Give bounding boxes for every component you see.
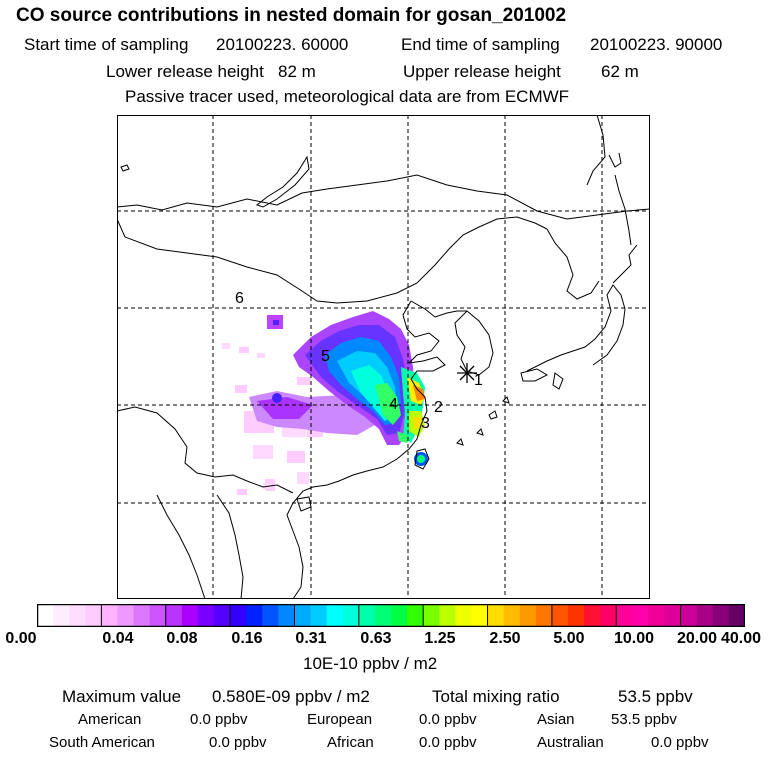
region-name: South American [49,734,155,751]
asterisk-icon [457,363,477,383]
region-value: 0.0 ppbv [419,734,477,751]
colorbar-cell [37,604,54,627]
region-name: European [307,711,373,728]
colorbar-tick: 20.00 [676,630,718,647]
coastlines [117,115,650,599]
colorbar-cell [149,604,167,627]
colorbar-tick: 2.50 [489,630,521,647]
colorbar-cell [551,604,569,627]
colorbar-cell [712,604,730,627]
start-time-label: Start time of sampling [24,35,189,54]
colorbar-tick: 0.04 [102,630,134,647]
colorbar-tick: 0.00 [5,630,37,647]
colorbar-cell [664,604,682,627]
colorbar-cell [600,604,617,627]
colorbar-cell [230,604,247,627]
colorbar-cell [358,604,376,627]
colorbar-cell [53,604,70,627]
colorbar-cell [455,604,473,627]
colorbar-cell [165,604,183,627]
colorbar-cell [262,604,279,627]
colorbar-cell [117,604,135,627]
colorbar-cell [728,604,745,627]
colorbar-cell [374,604,392,627]
source-label-1: 1 [474,372,483,389]
colorbar-cell [423,604,440,627]
region-name: American [78,711,142,728]
colorbar-cell [648,604,666,627]
colorbar-cell [616,604,633,627]
total-mixing-value: 53.5 ppbv [618,687,693,706]
region-value: 0.0 ppbv [419,711,477,728]
concentration-plume [222,311,428,495]
lower-height-label: Lower release height [106,62,264,81]
colorbar-cell [439,604,456,627]
colorbar-cell [407,604,424,627]
region-name: Asian [537,711,575,728]
start-time-value: 20100223. 60000 [216,35,349,54]
max-value-label: Maximum value [62,687,182,706]
colorbar-cell [471,604,489,627]
source-label-3: 3 [421,415,430,432]
upper-height-label: Upper release height [403,62,561,81]
colorbar-cell [519,604,537,627]
lower-height-value: 82 m [278,62,316,81]
colorbar-tick: 0.16 [231,630,263,647]
colorbar-tick: 5.00 [553,630,585,647]
end-time-value: 20100223. 90000 [590,35,723,54]
region-value: 0.0 ppbv [209,734,267,751]
colorbar-cell [246,604,263,627]
colorbar-cell [391,604,408,627]
colorbar-cell [503,604,521,627]
colorbar-cell [632,604,650,627]
end-time-label: End time of sampling [401,35,560,54]
lat-lon-grid [117,115,650,599]
colorbar-tick: 0.08 [166,630,198,647]
region-value: 0.0 ppbv [651,734,709,751]
colorbar-tick: 10.00 [613,630,655,647]
colorbar-cell [133,604,151,627]
plot-title: CO source contributions in nested domain… [16,5,567,26]
colorbar-cell [487,604,505,627]
colorbar-cell [342,604,360,627]
source-label-5: 5 [321,348,330,365]
colorbar-cell [294,604,312,627]
colorbar-tick: 40.00 [720,630,762,647]
source-label-4: 4 [389,396,398,413]
colorbar-tick: 1.25 [424,630,456,647]
max-value: 0.580E-09 ppbv / m2 [212,687,370,706]
colorbar-cell [101,604,119,627]
colorbar-cell [326,604,344,627]
source-label-2: 2 [434,399,443,416]
colorbar-tick: 0.31 [295,630,327,647]
colorbar-cell [85,604,102,627]
region-name: African [327,734,374,751]
colorbar-cell [69,604,86,627]
colorbar-cell [568,604,585,627]
colorbar-cell [214,604,231,627]
total-mixing-label: Total mixing ratio [432,687,560,706]
source-label-6: 6 [235,290,244,307]
upper-height-value: 62 m [601,62,639,81]
region-value: 53.5 ppbv [611,711,677,728]
colorbar-unit: 10E-10 ppbv / m2 [303,654,438,673]
colorbar-cell [584,604,601,627]
colorbar-cell [535,604,553,627]
region-value: 0.0 ppbv [190,711,248,728]
colorbar [37,604,745,627]
colorbar-cell [310,604,328,627]
colorbar-cell [181,604,199,627]
colorbar-cell [680,604,698,627]
colorbar-cell [278,604,296,627]
map-frame [117,115,650,599]
region-name: Australian [537,734,604,751]
colorbar-tick: 0.63 [360,630,392,647]
tracer-note: Passive tracer used, meteorological data… [125,87,570,106]
map-panel: 1 2 3 4 5 6 [117,115,650,599]
colorbar-cell [696,604,714,627]
colorbar-cell [197,604,215,627]
